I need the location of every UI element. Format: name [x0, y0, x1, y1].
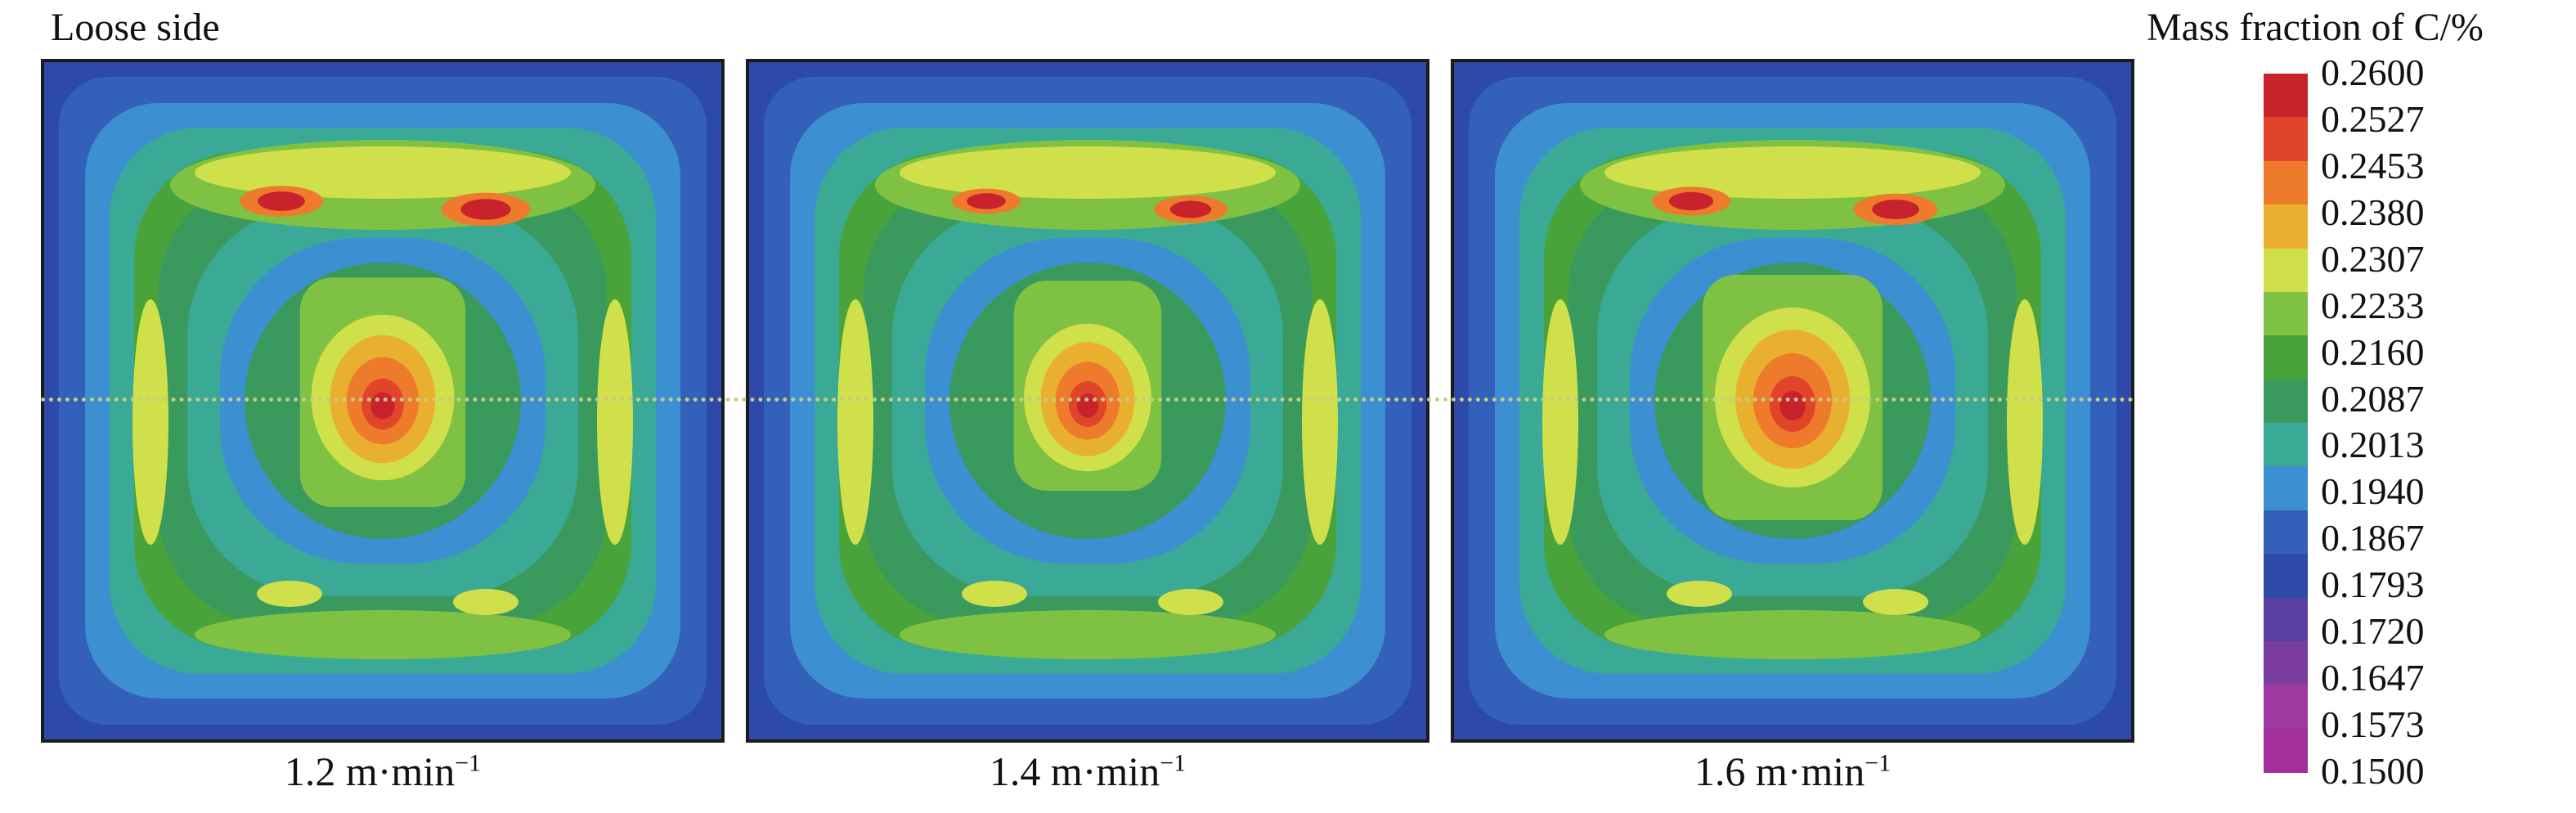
center-red: [1779, 391, 1806, 420]
colorbar-band: [2264, 74, 2308, 119]
caption-value: 1.4 m·min: [989, 748, 1160, 794]
side-streak-left: [132, 299, 168, 545]
colorbar-tick-label: 0.2527: [2321, 97, 2425, 140]
colorbar-tick-label: 0.1940: [2321, 470, 2425, 513]
bottom-patch-left: [257, 581, 322, 607]
colorbar-tick-label: 0.2307: [2321, 237, 2425, 280]
side-streak-left: [837, 299, 873, 545]
colorbar-band: [2264, 728, 2308, 773]
top-band-yellow: [1604, 146, 1981, 199]
colorbar-band: [2264, 466, 2308, 511]
colorbar-band: [2264, 117, 2308, 162]
colorbar: [2264, 74, 2308, 773]
center-red: [370, 392, 395, 420]
colorbar-tick-label: 0.2087: [2321, 377, 2425, 420]
caption-panel-3: 1.6 m·min−1: [1547, 748, 2038, 795]
top-hotspot-left-core: [258, 191, 305, 211]
bottom-patch-left: [962, 581, 1027, 607]
colorbar-band: [2264, 423, 2308, 468]
colorbar-band: [2264, 335, 2308, 380]
colorbar-band: [2264, 379, 2308, 424]
colorbar-tick-label: 0.2233: [2321, 284, 2425, 326]
bottom-patch-right: [1158, 589, 1223, 615]
side-streak-right: [2007, 299, 2043, 545]
caption-value: 1.2 m·min: [284, 748, 456, 794]
colorbar-band: [2264, 640, 2308, 686]
colorbar-tick-label: 0.1647: [2321, 657, 2425, 699]
colorbar-band: [2264, 160, 2308, 206]
top-band-yellow: [900, 146, 1276, 199]
side-streak-right: [1302, 299, 1338, 545]
bottom-band: [1604, 610, 1981, 659]
colorbar-band: [2264, 685, 2308, 730]
top-hotspot-left-core: [1668, 191, 1714, 211]
colorbar-band: [2264, 291, 2308, 337]
colorbar-tick-label: 0.1793: [2321, 564, 2425, 606]
colorbar-tick-label: 0.1500: [2321, 750, 2425, 792]
colorbar-tick-label: 0.1573: [2321, 703, 2425, 746]
colorbar-tick-label: 0.2453: [2321, 144, 2425, 186]
colorbar-band: [2264, 554, 2308, 599]
legend-title: Mass fraction of C/%: [2147, 6, 2484, 49]
caption-exponent: −1: [455, 749, 482, 777]
top-band-yellow: [195, 146, 571, 199]
colorbar-band: [2264, 597, 2308, 642]
colorbar-band: [2264, 204, 2308, 249]
centerline: [41, 398, 2134, 402]
colorbar-tick-label: 0.2160: [2321, 330, 2425, 373]
side-label: Loose side: [51, 6, 220, 49]
colorbar-tick-label: 0.1720: [2321, 610, 2425, 653]
side-streak-right: [597, 299, 633, 545]
caption-exponent: −1: [1160, 749, 1187, 777]
caption-exponent: −1: [1865, 749, 1892, 777]
top-hotspot-right-core: [1169, 200, 1212, 218]
colorbar-tick-label: 0.1867: [2321, 517, 2425, 559]
colorbar-band: [2264, 248, 2308, 293]
bottom-band: [900, 610, 1276, 659]
bottom-patch-left: [1667, 581, 1732, 607]
caption-panel-2: 1.4 m·min−1: [842, 748, 1333, 795]
colorbar-tick-label: 0.2600: [2321, 52, 2425, 93]
colorbar-tick-label: 0.2380: [2321, 191, 2425, 233]
colorbar-tick-label: 0.2013: [2321, 424, 2425, 466]
caption-value: 1.6 m·min: [1694, 748, 1865, 794]
side-streak-left: [1542, 299, 1578, 545]
top-hotspot-right-core: [460, 199, 511, 220]
caption-panel-1: 1.2 m·min−1: [137, 748, 628, 795]
top-hotspot-right-core: [1872, 200, 1919, 219]
bottom-patch-right: [453, 589, 518, 615]
top-hotspot-left-core: [967, 193, 1006, 209]
colorbar-band: [2264, 510, 2308, 555]
bottom-band: [195, 610, 571, 659]
bottom-patch-right: [1863, 589, 1928, 615]
